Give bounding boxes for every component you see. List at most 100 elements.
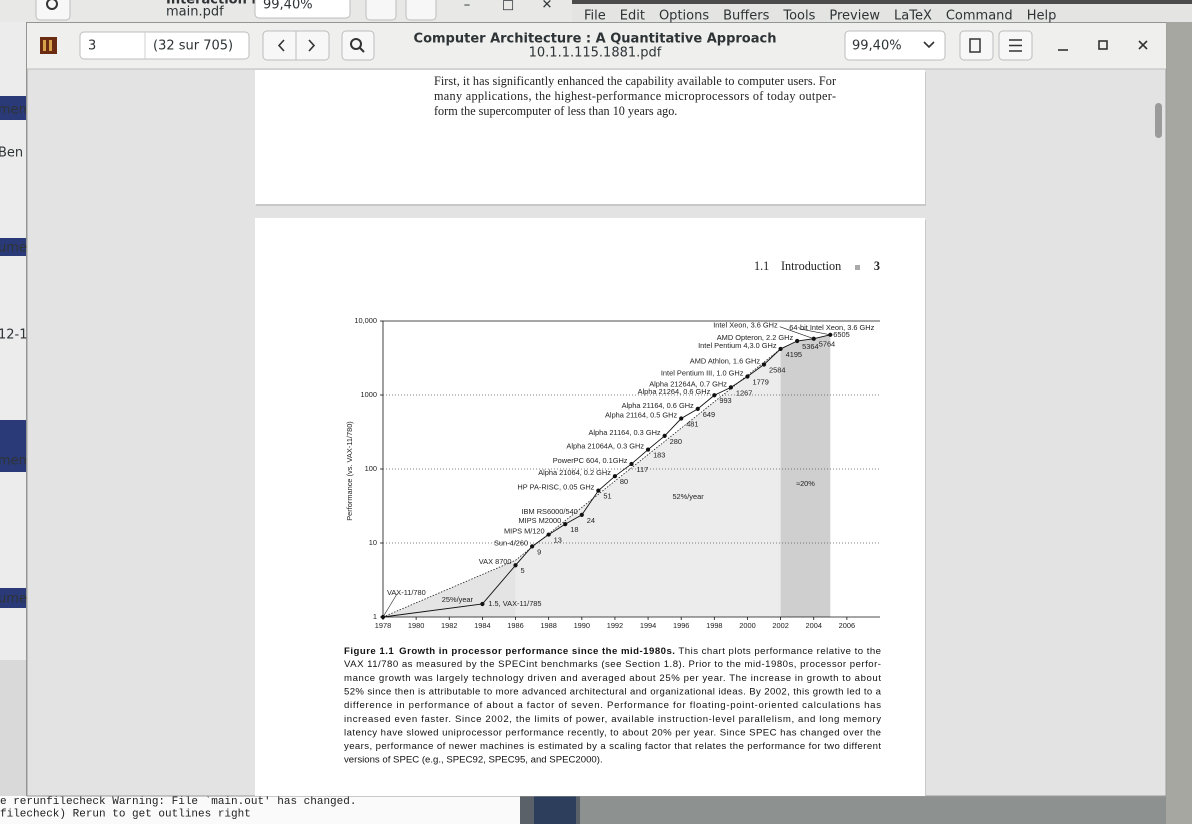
value-label: 51 [603, 492, 611, 501]
value-label: 24 [587, 516, 595, 525]
data-point [563, 522, 568, 527]
value-label: 280 [670, 437, 682, 446]
fragment: Ben [0, 146, 23, 161]
point-label: VAX 8700 [479, 557, 512, 566]
value-label: 1267 [736, 388, 752, 397]
value-label: 5364 [802, 342, 818, 351]
fragment: ment [0, 103, 32, 118]
emacs-top [572, 0, 1192, 4]
menu-item[interactable]: Options [659, 9, 709, 24]
back-search-button[interactable] [35, 0, 71, 21]
caption-line: years, performance of newer machines is … [344, 741, 881, 752]
point-label: IBM RS6000/540 [522, 507, 578, 516]
value-label: 6505 [833, 330, 849, 339]
zoom-box[interactable] [844, 30, 946, 61]
menu-item[interactable]: Tools [782, 9, 815, 24]
menu-item[interactable]: Command [946, 9, 1013, 24]
back-min[interactable]: – [464, 0, 471, 13]
back-zoom[interactable] [254, 0, 351, 19]
desktop-strip [1166, 0, 1192, 824]
annotation: 52%/year [672, 492, 704, 501]
prev-page[interactable] [277, 39, 285, 52]
menu-item[interactable]: Preview [829, 9, 880, 24]
patch [0, 96, 26, 120]
y-axis-label: Performance (vs. VAX-11/780) [345, 421, 354, 521]
x-tick-label: 1990 [574, 621, 590, 630]
data-point [811, 336, 816, 341]
caption-text: This chart plots performance relative to… [678, 646, 881, 657]
patch [0, 420, 26, 472]
x-tick-label: 1982 [441, 621, 457, 630]
back-zoom-text: 99,40% [263, 0, 313, 13]
data-point [612, 474, 618, 479]
zoom-arrow[interactable] [923, 41, 935, 49]
document: 1.1 Introduction 3 First, it has signifi… [344, 74, 882, 766]
value-label: 5764 [819, 340, 835, 349]
performance-line [382, 334, 831, 618]
body-line: First, it has significantly enhanced the… [434, 74, 836, 88]
menu-item[interactable]: Edit [620, 9, 645, 24]
caption-label: Figure 1.1 [344, 646, 394, 657]
value-label: 4195 [786, 350, 802, 359]
icon [969, 38, 981, 53]
scrollbar-thumb[interactable] [1155, 103, 1162, 138]
data-point [513, 563, 518, 568]
x-tick-label: 1992 [607, 621, 623, 630]
point-label: 1.5, VAX-11/785 [488, 599, 541, 608]
value-label: 117 [637, 465, 649, 474]
back-panel [534, 796, 576, 824]
maximize[interactable] [1098, 40, 1108, 50]
page-input[interactable]: 3 [88, 39, 96, 54]
data-point [629, 461, 634, 467]
value-label: 13 [554, 536, 562, 545]
data-point [579, 512, 584, 517]
point-label: HP PA-RISC, 0.05 GHz [517, 483, 594, 492]
menu-item[interactable]: Buffers [723, 9, 769, 24]
value-label: 993 [719, 396, 731, 405]
search-button[interactable] [341, 30, 375, 61]
back-button[interactable] [405, 0, 437, 21]
back-max[interactable]: □ [502, 0, 514, 13]
caption-line: VAX 11/780 as measured by the SPECint be… [344, 659, 881, 670]
running-head-section: 1.1 [754, 259, 769, 273]
x-tick-label: 1986 [507, 621, 523, 630]
icon [1009, 39, 1022, 52]
point-label: VAX-11/780 [387, 588, 426, 597]
back-close[interactable]: ✕ [542, 0, 553, 13]
back-button[interactable] [365, 0, 397, 21]
document-subtitle: 10.1.1.115.1881.pdf [529, 46, 662, 61]
fragment: 12-1 [0, 328, 28, 343]
point-label: Intel Pentium III, 1.0 GHz [661, 368, 744, 377]
leader [799, 328, 831, 336]
leader [382, 593, 398, 618]
running-head-square [855, 265, 860, 270]
back-window-file: main.pdf [166, 5, 224, 20]
data-point [645, 447, 651, 452]
y-tick-label: 1000 [361, 390, 377, 399]
menu-item[interactable]: File [584, 9, 606, 24]
value-label: 1779 [752, 377, 768, 386]
terminal-text: e rerunfilecheck Warning: File `main.out… [0, 795, 356, 821]
value-label: 481 [686, 419, 698, 428]
data-point [530, 544, 535, 549]
menu-item[interactable]: LaTeX [894, 9, 932, 24]
data-point [778, 346, 783, 352]
patch [0, 238, 26, 256]
icon [46, 0, 58, 10]
annotations-button[interactable] [959, 30, 994, 61]
x-tick-label: 1998 [706, 621, 722, 630]
body-line: many applications, the highest-performan… [434, 89, 836, 103]
sidebar-fragments: ment Ben ume 12-1 ment ume [0, 103, 32, 607]
menu-item[interactable]: Help [1027, 9, 1057, 24]
value-label: 649 [703, 410, 715, 419]
caption-line: increased even faster. Since 2002, the l… [344, 714, 881, 725]
page-number: 3 [874, 259, 880, 273]
data-point [480, 601, 485, 607]
fragment: ume [0, 592, 27, 607]
page-entry[interactable] [79, 31, 250, 60]
terminal [0, 796, 520, 824]
next-page[interactable] [308, 39, 316, 52]
close[interactable] [1138, 40, 1148, 50]
x-tick-label: 2006 [839, 621, 855, 630]
